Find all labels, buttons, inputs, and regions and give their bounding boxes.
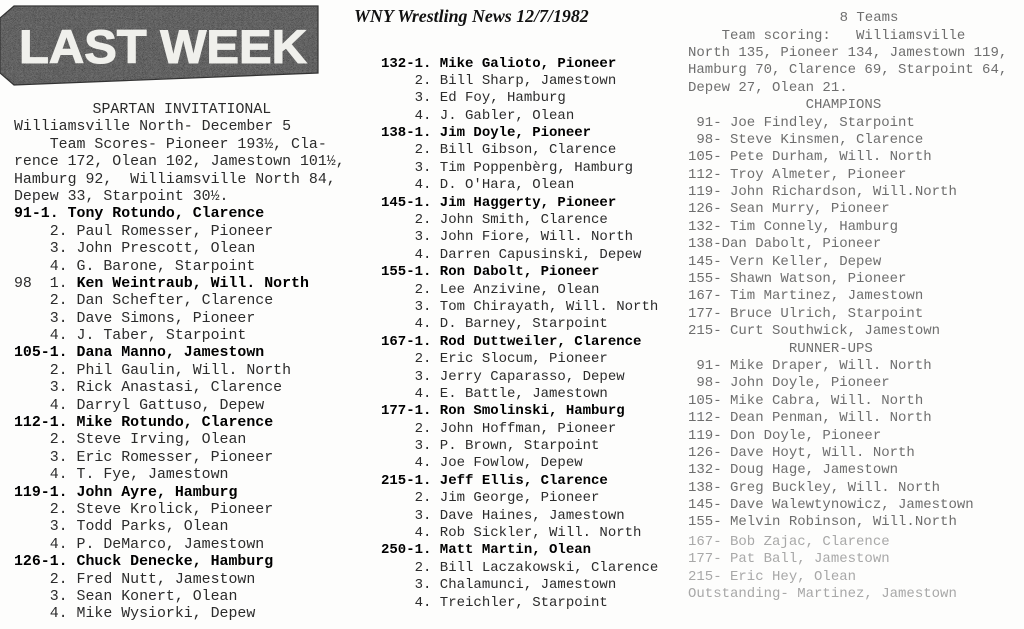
svg-text:LAST WEEK: LAST WEEK [19,20,307,73]
